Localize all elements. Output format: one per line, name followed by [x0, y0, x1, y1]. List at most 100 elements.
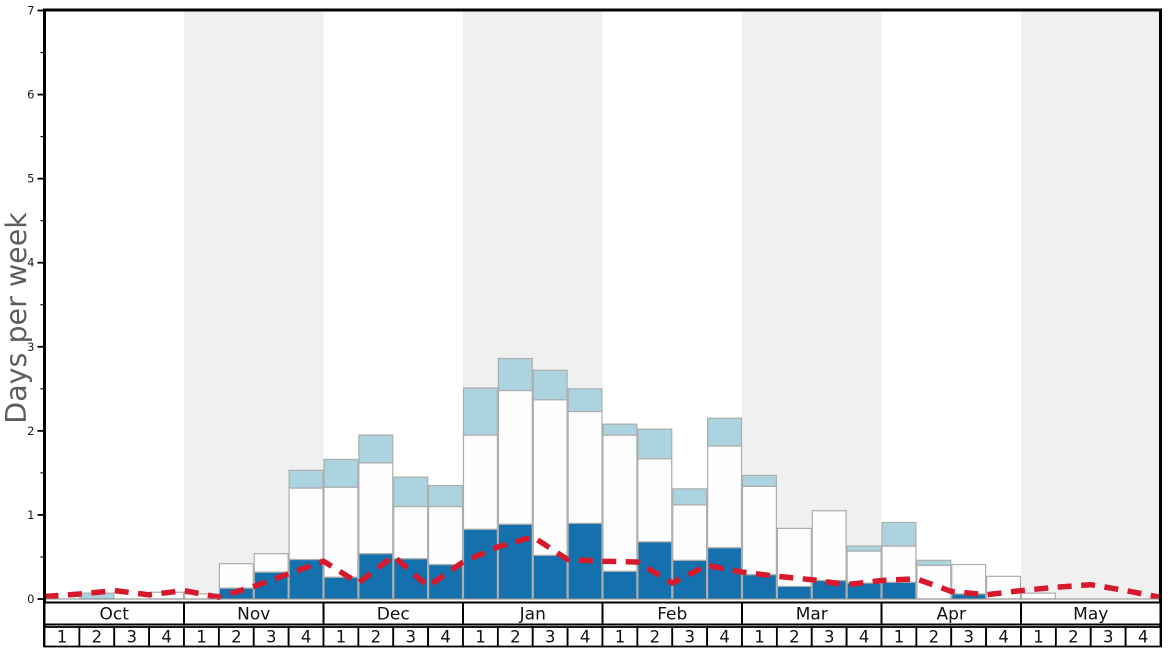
week-number-label: 3	[824, 628, 835, 647]
week-number-label: 1	[615, 628, 626, 647]
week-number-label: 2	[929, 628, 940, 647]
moderate-snow-segment	[393, 505, 429, 560]
moderate-snow-segment	[567, 410, 603, 524]
moderate-snow-segment	[637, 458, 673, 543]
moderate-snow-segment	[672, 504, 708, 561]
y-axis-tick-label: 2	[27, 424, 34, 438]
moderate-snow-segment	[846, 550, 882, 584]
week-number-label: 2	[650, 628, 661, 647]
heavy-snow-segment	[462, 528, 498, 600]
y-axis-tick-label: 7	[27, 4, 34, 18]
week-number-label: 1	[754, 628, 765, 647]
week-number-label: 3	[266, 628, 277, 647]
week-number-label: 4	[580, 628, 591, 647]
month-label: Dec	[377, 605, 410, 625]
light-snow-segment	[741, 474, 777, 487]
light-snow-segment	[323, 458, 359, 488]
light-snow-segment	[707, 417, 743, 447]
y-axis-title: Days per week	[0, 212, 33, 424]
light-snow-segment	[916, 559, 952, 566]
week-number-label: 1	[475, 628, 486, 647]
week-number-label: 2	[231, 628, 242, 647]
y-axis-tick-label: 4	[27, 256, 34, 270]
heavy-snow-segment	[741, 574, 777, 600]
plot-frame	[43, 8, 1162, 647]
moderate-snow-segment	[811, 510, 847, 582]
week-number-label: 2	[1068, 628, 1079, 647]
week-number-label: 1	[894, 628, 905, 647]
week-number-label: 3	[405, 628, 416, 647]
light-snow-segment	[881, 521, 917, 547]
moderate-snow-segment	[358, 462, 394, 555]
month-label: Apr	[937, 605, 966, 625]
week-number-label: 3	[126, 628, 137, 647]
light-snow-segment	[567, 388, 603, 413]
week-number-label: 4	[1138, 628, 1149, 647]
light-snow-segment	[637, 428, 673, 460]
light-snow-segment	[393, 476, 429, 508]
week-number-label: 4	[161, 628, 172, 647]
month-label: May	[1073, 605, 1108, 625]
month-label: Mar	[796, 605, 828, 625]
y-axis-tick-label: 5	[27, 172, 34, 186]
week-number-label: 4	[719, 628, 730, 647]
y-axis-tick-label: 3	[27, 340, 34, 354]
heavy-snow-segment	[602, 570, 638, 600]
week-number-label: 4	[301, 628, 312, 647]
previous-season-line	[44, 534, 1162, 601]
month-label: Feb	[657, 605, 687, 625]
light-snow-segment	[846, 545, 882, 552]
moderate-snow-segment	[218, 563, 254, 589]
month-label: Jan	[519, 605, 546, 625]
y-axis-tick-label: 0	[27, 592, 34, 606]
light-snow-segment	[428, 484, 464, 508]
week-number-label: 3	[963, 628, 974, 647]
heavy-snow-segment	[532, 554, 568, 600]
light-snow-segment	[672, 488, 708, 506]
moderate-snow-segment	[881, 545, 917, 583]
moderate-snow-segment	[741, 485, 777, 576]
week-number-label: 1	[1033, 628, 1044, 647]
week-number-label: 1	[57, 628, 68, 647]
light-snow-segment	[602, 423, 638, 436]
light-snow-segment	[497, 357, 533, 392]
month-label: Nov	[237, 605, 270, 625]
week-number-label: 3	[1103, 628, 1114, 647]
week-number-label: 3	[684, 628, 695, 647]
month-cell	[1020, 601, 1162, 626]
week-number-label: 4	[859, 628, 870, 647]
moderate-snow-segment	[1020, 592, 1056, 600]
month-label: Oct	[100, 605, 130, 625]
heavy-snow-segment	[881, 581, 917, 600]
moderate-snow-segment	[497, 389, 533, 525]
moderate-snow-segment	[707, 445, 743, 549]
heavy-snow-segment	[497, 523, 533, 600]
week-number-label: 1	[336, 628, 347, 647]
moderate-snow-segment	[288, 487, 324, 561]
week-number-label: 2	[371, 628, 382, 647]
week-number-label: 2	[510, 628, 521, 647]
light-snow-segment	[288, 469, 324, 489]
week-number-label: 1	[196, 628, 207, 647]
week-cell	[1124, 626, 1162, 648]
week-number-label: 4	[998, 628, 1009, 647]
heavy-snow-segment	[323, 576, 359, 600]
moderate-snow-segment	[462, 434, 498, 530]
week-number-label: 2	[92, 628, 103, 647]
y-axis-tick-label: 1	[27, 508, 34, 522]
light-snow-segment	[462, 387, 498, 436]
moderate-snow-segment	[951, 563, 987, 595]
moderate-snow-segment	[428, 505, 464, 566]
moderate-snow-segment	[532, 399, 568, 556]
heavy-snow-segment	[776, 585, 812, 600]
week-number-label: 2	[789, 628, 800, 647]
week-number-label: 3	[545, 628, 556, 647]
y-axis-tick-label: 6	[27, 88, 34, 102]
month-shading-band	[1021, 11, 1161, 599]
moderate-snow-segment	[253, 553, 289, 573]
light-snow-segment	[358, 434, 394, 464]
light-snow-segment	[532, 369, 568, 401]
moderate-snow-segment	[602, 434, 638, 572]
